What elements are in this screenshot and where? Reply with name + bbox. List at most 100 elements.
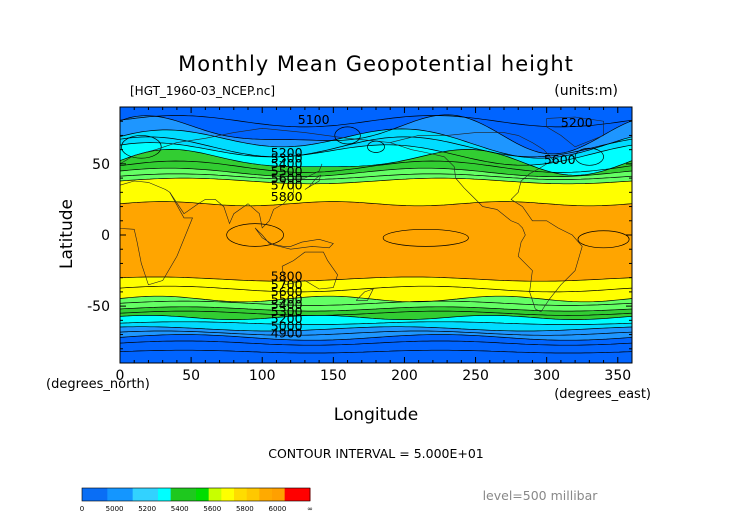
- contour-label: 5400: [271, 297, 303, 312]
- x-axis-title: Longitude: [334, 405, 419, 425]
- x-axis: 0 50 100 150 200 250 300 350: [116, 107, 631, 384]
- coastline: [281, 251, 338, 290]
- height-band: [120, 334, 632, 363]
- colorbar-swatch: [145, 488, 159, 501]
- height-band: [120, 321, 632, 331]
- y-unit-label: (degrees_north): [46, 377, 150, 392]
- contour-line: [120, 128, 632, 159]
- x-tick-label: 100: [249, 368, 276, 384]
- contour-label: 5600: [271, 170, 303, 185]
- contour-line: [120, 114, 632, 155]
- colorbar-swatch: [246, 488, 260, 501]
- contour-line: [120, 310, 632, 316]
- contour-line: [120, 173, 632, 180]
- coastline: [254, 227, 334, 250]
- contour-label: 5300: [271, 304, 303, 319]
- contour-label: 5500: [271, 163, 303, 178]
- contour-line: [120, 334, 632, 341]
- contour-label: 5200: [271, 145, 303, 160]
- y-axis-title: Latitude: [57, 199, 77, 269]
- colorbar-swatch: [221, 488, 235, 501]
- colorbar-label: 5400: [171, 505, 189, 513]
- chart-title: Monthly Mean Geopotential height: [178, 52, 574, 76]
- height-band: [120, 315, 632, 325]
- contour-line: [120, 149, 632, 176]
- colorbar-label: 0: [80, 505, 84, 513]
- colorbar-swatch: [132, 488, 146, 501]
- y-tick-label: 50: [92, 157, 110, 173]
- contour-label: 5800: [271, 189, 303, 204]
- coastline: [120, 127, 391, 165]
- colorbar: 0 5000 5200 5400 5600 5800 6000 ∞: [80, 487, 313, 513]
- colorbar-swatch: [107, 488, 121, 501]
- colorbar-swatch: [183, 488, 197, 501]
- contour-line: [120, 177, 632, 185]
- coastline: [169, 163, 323, 229]
- height-band: [120, 277, 632, 302]
- contour-label: 5300: [271, 150, 303, 165]
- contour-line: [574, 147, 604, 166]
- colorbar-swatch: [120, 488, 134, 501]
- contour-label: 5800: [271, 269, 303, 284]
- colorbar-swatch: [272, 488, 286, 501]
- contour-line: [121, 135, 162, 159]
- contour-label: 5200: [271, 311, 303, 326]
- x-tick-label: 200: [391, 368, 418, 384]
- colorbar-swatch: [284, 488, 298, 501]
- level-text: level=500 millibar: [483, 488, 599, 503]
- coastline: [546, 116, 604, 148]
- colorbar-swatch: [94, 488, 108, 501]
- colorbar-label: 5600: [203, 505, 221, 513]
- contour-lines: [120, 114, 632, 354]
- coastlines: [120, 116, 604, 313]
- colorbar-swatch: [196, 488, 210, 501]
- contour-label: 5600: [544, 152, 576, 167]
- contour-line: [120, 326, 632, 332]
- contour-label: 5100: [298, 112, 330, 127]
- contour-line: [120, 295, 632, 303]
- x-tick-label: 150: [320, 368, 347, 384]
- contour-label: 5000: [271, 318, 303, 333]
- height-band: [120, 107, 632, 154]
- colorbar-swatch: [170, 488, 184, 501]
- height-band: [120, 201, 632, 282]
- contour-label: 5400: [271, 156, 303, 171]
- colorbar-label: 6000: [269, 505, 287, 513]
- units-label: (units:m): [554, 83, 618, 99]
- x-tick-label: 250: [462, 368, 489, 384]
- contour-line: [120, 306, 632, 312]
- height-bands: [120, 107, 632, 363]
- coastline: [390, 132, 583, 313]
- contour-label: 5200: [561, 115, 593, 130]
- contour-line: [382, 228, 469, 247]
- contour-label: 4900: [271, 325, 303, 340]
- contour-line: [120, 300, 632, 306]
- colorbar-swatch: [259, 488, 273, 501]
- contour-label: 5600: [271, 284, 303, 299]
- colorbar-label: 5800: [236, 505, 254, 513]
- contour-label: 5700: [271, 177, 303, 192]
- contour-label-group: 5100 520052005300540055005600570058005600…: [271, 112, 593, 340]
- colorbar-swatch: [158, 488, 172, 501]
- contour-line: [120, 321, 632, 325]
- height-band: [120, 149, 632, 177]
- height-band: [120, 114, 632, 159]
- colorbar-swatch: [297, 488, 311, 501]
- colorbar-label: 5200: [138, 505, 156, 513]
- colorbar-swatch: [234, 488, 248, 501]
- height-band: [120, 142, 632, 176]
- contour-line: [120, 340, 632, 346]
- x-tick-label: 300: [533, 368, 560, 384]
- contour-line: [120, 201, 632, 207]
- contour-line: [120, 285, 632, 293]
- colorbar-frame: [81, 487, 311, 502]
- x-tick-label: 350: [604, 368, 631, 384]
- contour-line: [120, 330, 632, 336]
- coastline: [120, 180, 193, 286]
- contour-line: [577, 230, 630, 249]
- coastline: [355, 288, 374, 301]
- colorbar-swatch: [82, 488, 96, 501]
- contour-line: [120, 167, 632, 178]
- contour-line: [120, 315, 632, 320]
